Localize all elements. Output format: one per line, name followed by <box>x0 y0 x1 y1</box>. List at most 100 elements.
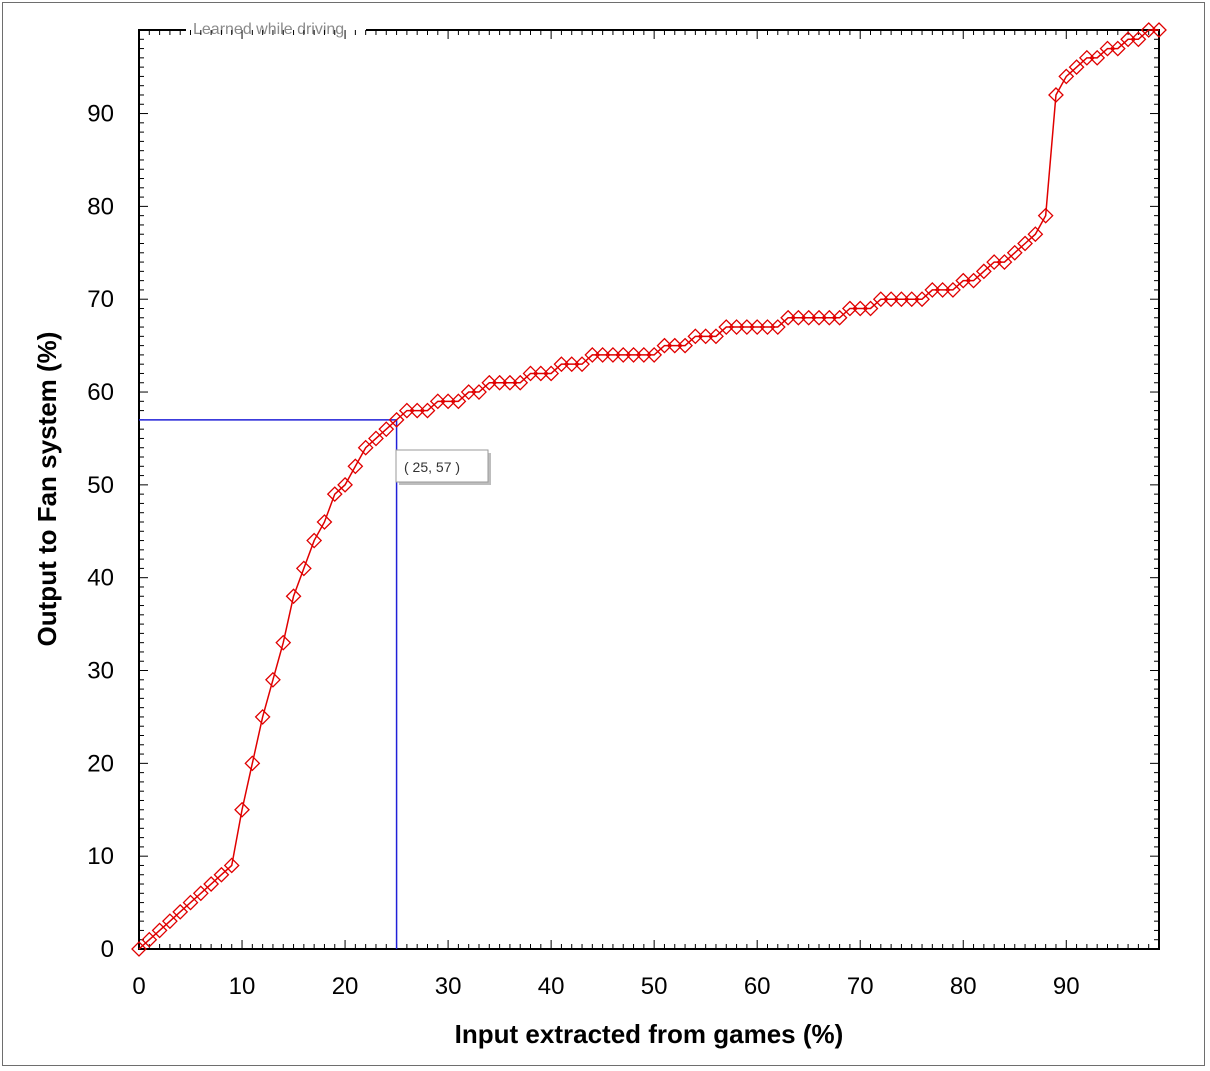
data-point-marker[interactable] <box>460 384 477 400</box>
data-point-marker[interactable] <box>368 430 384 447</box>
data-point-marker[interactable] <box>697 328 714 345</box>
data-point-marker[interactable] <box>295 560 312 577</box>
data-point-marker[interactable] <box>213 866 230 883</box>
data-point-marker[interactable] <box>1048 87 1064 103</box>
data-point-marker[interactable] <box>718 319 735 335</box>
data-point-marker[interactable] <box>831 309 848 326</box>
data-point-marker[interactable] <box>934 281 951 298</box>
data-point-marker[interactable] <box>574 356 590 373</box>
data-point-marker[interactable] <box>244 755 261 772</box>
data-point-marker[interactable] <box>275 634 292 651</box>
data-point-marker[interactable] <box>388 411 405 428</box>
data-point-marker[interactable] <box>780 309 797 326</box>
data-point-marker[interactable] <box>326 486 343 503</box>
data-point-marker[interactable] <box>821 309 838 326</box>
data-point-marker[interactable] <box>337 476 353 493</box>
data-point-marker[interactable] <box>687 328 704 345</box>
data-point-marker[interactable] <box>1006 244 1023 261</box>
data-point-marker[interactable] <box>532 365 549 382</box>
data-point-marker[interactable] <box>172 903 189 920</box>
data-point-marker[interactable] <box>265 671 281 688</box>
data-point-marker[interactable] <box>1078 49 1095 66</box>
data-point-marker[interactable] <box>378 421 395 438</box>
data-point-marker[interactable] <box>131 941 147 957</box>
data-point-marker[interactable] <box>306 532 323 549</box>
data-point-marker[interactable] <box>790 309 807 326</box>
data-point-marker[interactable] <box>501 374 518 391</box>
data-point-marker[interactable] <box>203 876 220 892</box>
data-point-marker[interactable] <box>924 281 941 298</box>
data-point-marker[interactable] <box>945 281 961 298</box>
data-point-marker[interactable] <box>666 337 683 354</box>
data-point-marker[interactable] <box>450 393 467 410</box>
data-point-marker[interactable] <box>728 319 745 335</box>
data-point-marker[interactable] <box>151 922 168 939</box>
data-point-marker[interactable] <box>141 931 158 948</box>
data-point-marker[interactable] <box>234 801 250 818</box>
data-point-marker[interactable] <box>1099 40 1116 57</box>
data-point-marker[interactable] <box>522 365 539 382</box>
data-point-marker[interactable] <box>1068 59 1085 76</box>
data-point-marker[interactable] <box>512 374 529 391</box>
data-point-marker[interactable] <box>409 402 426 419</box>
data-point-marker[interactable] <box>841 300 858 317</box>
data-point-marker[interactable] <box>883 291 900 308</box>
data-point-marker[interactable] <box>625 346 642 363</box>
data-point-marker[interactable] <box>357 439 374 456</box>
data-point-marker[interactable] <box>1089 49 1106 66</box>
data-point-marker[interactable] <box>903 291 920 308</box>
data-point-marker[interactable] <box>398 402 415 419</box>
data-point-marker[interactable] <box>738 319 755 335</box>
data-point-marker[interactable] <box>677 337 693 354</box>
data-point-marker[interactable] <box>254 709 271 725</box>
data-point-marker[interactable] <box>759 319 776 335</box>
data-point-marker[interactable] <box>347 458 364 475</box>
data-point-marker[interactable] <box>872 291 889 308</box>
data-point-marker[interactable] <box>584 346 601 363</box>
data-point-marker[interactable] <box>811 309 827 326</box>
data-point-marker[interactable] <box>1120 31 1137 48</box>
data-point-marker[interactable] <box>419 402 436 419</box>
data-point-marker[interactable] <box>1109 40 1126 57</box>
data-point-marker[interactable] <box>285 588 302 605</box>
data-point-marker[interactable] <box>316 514 333 530</box>
data-point-marker[interactable] <box>769 319 786 335</box>
data-point-marker[interactable] <box>471 384 487 400</box>
data-point-marker[interactable] <box>975 263 992 280</box>
data-point-marker[interactable] <box>1037 207 1054 224</box>
data-point-marker[interactable] <box>635 346 652 363</box>
plot-area[interactable] <box>138 29 1160 950</box>
data-point-marker[interactable] <box>182 894 199 911</box>
data-point-marker[interactable] <box>491 374 508 391</box>
data-point-marker[interactable] <box>594 346 611 363</box>
data-point-marker[interactable] <box>543 365 560 382</box>
data-point-marker[interactable] <box>563 356 580 373</box>
data-point-marker[interactable] <box>553 356 570 373</box>
data-point-marker[interactable] <box>192 885 209 902</box>
data-point-marker[interactable] <box>708 328 724 345</box>
data-point-marker[interactable] <box>481 374 498 391</box>
data-point-marker[interactable] <box>893 291 910 308</box>
data-point-marker[interactable] <box>656 337 673 354</box>
data-point-marker[interactable] <box>605 346 621 363</box>
data-point-marker[interactable] <box>986 254 1003 270</box>
data-point-marker[interactable] <box>1130 31 1147 48</box>
data-point-marker[interactable] <box>1027 226 1044 243</box>
data-point-marker[interactable] <box>223 857 240 874</box>
data-point-marker[interactable] <box>955 272 972 289</box>
data-point-marker[interactable] <box>800 309 817 326</box>
data-point-marker[interactable] <box>440 393 457 410</box>
data-point-marker[interactable] <box>862 300 879 317</box>
data-point-marker[interactable] <box>646 346 663 363</box>
data-point-marker[interactable] <box>1017 235 1033 252</box>
data-point-marker[interactable] <box>1058 68 1075 85</box>
data-point-marker[interactable] <box>1140 22 1157 38</box>
data-point-marker[interactable] <box>429 393 446 410</box>
data-point-marker[interactable] <box>749 319 766 335</box>
data-point-marker[interactable] <box>161 913 178 930</box>
data-point-marker[interactable] <box>965 272 982 289</box>
data-point-marker[interactable] <box>852 300 869 317</box>
data-point-marker[interactable] <box>914 291 930 308</box>
data-point-marker[interactable] <box>615 346 632 363</box>
